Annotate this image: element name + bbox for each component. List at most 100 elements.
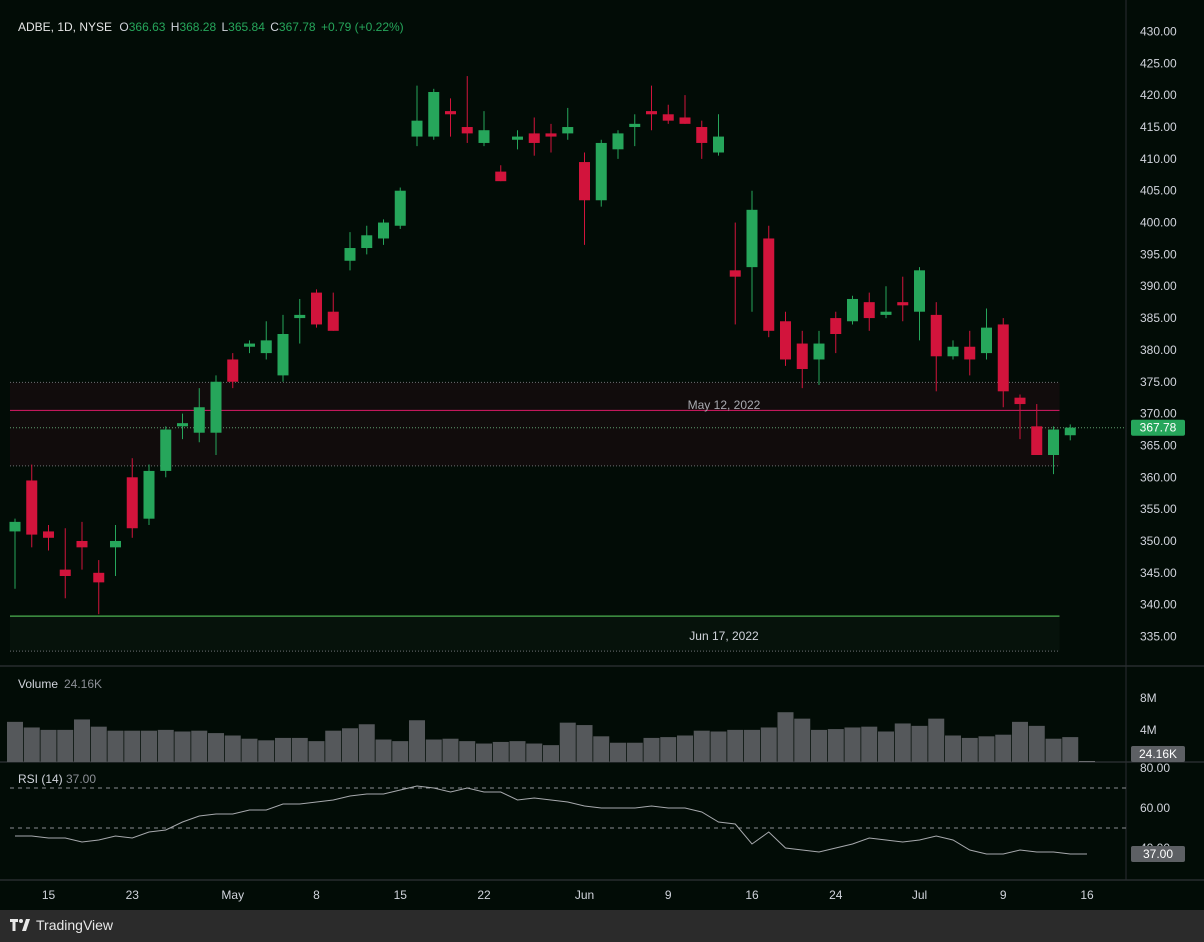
price-tick-label: 420.00 xyxy=(1140,88,1177,102)
volume-bar xyxy=(40,729,57,762)
price-tick-label: 415.00 xyxy=(1140,120,1177,134)
candle-body xyxy=(227,359,239,382)
volume-bar xyxy=(258,740,275,762)
footer-brand[interactable]: TradingView xyxy=(36,917,114,933)
volume-bar xyxy=(459,741,476,762)
open-value: 366.63 xyxy=(128,20,166,34)
volume-bar xyxy=(794,718,811,762)
low-value: 365.84 xyxy=(228,20,265,34)
price-axis[interactable]: 430.00 425.00 420.00 415.00 410.00 405.00 400.… xyxy=(1131,25,1185,644)
time-tick-label: 24 xyxy=(829,888,843,902)
time-tick-label: May xyxy=(221,888,244,902)
candle-body xyxy=(43,531,54,538)
candle-body xyxy=(746,209,758,268)
price-tick-label: 430.00 xyxy=(1140,25,1177,39)
volume-bar xyxy=(811,729,827,762)
price-tick-label: 365.00 xyxy=(1140,438,1177,452)
time-tick-label: 8 xyxy=(313,888,320,902)
candle-body xyxy=(763,238,775,331)
volume-bar xyxy=(157,729,174,762)
candle-body xyxy=(478,130,490,143)
volume-bar xyxy=(643,737,660,762)
time-axis[interactable]: 15 23 May 8 15 22 Jun 9 16 24 Jul 9 16 xyxy=(42,888,1094,902)
time-tick-label: Jul xyxy=(912,888,927,902)
volume-bar xyxy=(945,735,961,762)
volume-bar xyxy=(442,738,459,762)
candle-body xyxy=(880,311,892,315)
candle-body xyxy=(696,127,708,143)
volume-bar xyxy=(978,736,995,762)
volume-bar xyxy=(141,730,157,762)
volume-title: Volume xyxy=(18,677,58,691)
price-chart[interactable]: 430.00 425.00 420.00 415.00 410.00 405.00 400.… xyxy=(0,0,1204,910)
volume-tick-label: 4M xyxy=(1140,723,1157,737)
volume-bar xyxy=(961,737,978,762)
candle-body xyxy=(311,292,322,325)
candle-body xyxy=(327,311,339,331)
candle-body xyxy=(495,171,507,182)
candle-body xyxy=(394,190,406,226)
candle-body xyxy=(914,270,925,312)
candle-body xyxy=(193,407,205,433)
price-tick-label: 345.00 xyxy=(1140,566,1177,580)
volume-bar xyxy=(23,727,40,762)
volume-bar xyxy=(509,741,526,762)
volume-bar xyxy=(191,730,208,762)
price-tick-label: 355.00 xyxy=(1140,502,1177,516)
volume-bar xyxy=(224,735,241,762)
candle-body xyxy=(528,133,540,143)
candle-body xyxy=(830,318,842,334)
candle-body xyxy=(897,302,909,306)
symbol-name[interactable]: ADBE, 1D, NYSE xyxy=(18,20,113,34)
candle-body xyxy=(662,114,674,121)
volume-bar xyxy=(1079,761,1095,762)
zone-layer xyxy=(10,381,1126,652)
volume-tick-label: 8M xyxy=(1140,691,1157,705)
zone-label: May 12, 2022 xyxy=(688,398,761,412)
time-tick-label: 15 xyxy=(42,888,56,902)
candle-body xyxy=(1048,429,1059,455)
candle-body xyxy=(729,270,741,277)
volume-bar xyxy=(693,730,710,762)
volume-bar xyxy=(626,742,643,762)
price-tick-label: 390.00 xyxy=(1140,279,1177,293)
candle-body xyxy=(947,346,959,357)
price-tick-label: 385.00 xyxy=(1140,311,1177,325)
time-tick-label: Jun xyxy=(575,888,594,902)
price-tick-label: 425.00 xyxy=(1140,56,1177,70)
volume-bar xyxy=(1028,725,1045,762)
tradingview-logo-icon[interactable] xyxy=(10,918,30,932)
open-label: O xyxy=(119,20,129,34)
chart-frame: 430.00 425.00 420.00 415.00 410.00 405.00 400.… xyxy=(0,0,1204,910)
candle-body xyxy=(796,343,808,370)
candle-body xyxy=(646,111,657,115)
time-tick-label: 23 xyxy=(126,888,140,902)
volume-bar xyxy=(911,725,928,762)
candle-body xyxy=(997,324,1009,392)
candles-layer[interactable] xyxy=(9,76,1076,615)
candle-body xyxy=(629,123,641,128)
volume-bar xyxy=(241,738,258,762)
last-price-label: 367.78 xyxy=(1140,421,1177,435)
volume-bar xyxy=(107,730,124,762)
candle-body xyxy=(930,314,942,357)
volume-bar xyxy=(425,739,442,762)
volume-bar xyxy=(677,735,693,762)
low-label: L xyxy=(221,20,229,34)
close-label: C xyxy=(270,20,279,34)
price-tick-label: 410.00 xyxy=(1140,152,1177,166)
candle-body xyxy=(244,343,255,347)
price-tick-label: 405.00 xyxy=(1140,184,1177,198)
candle-body xyxy=(76,540,88,548)
volume-bars xyxy=(7,712,1095,762)
volume-bar xyxy=(57,729,74,762)
volume-bar xyxy=(375,739,392,762)
volume-bar xyxy=(559,722,576,762)
volume-bar xyxy=(593,736,610,762)
candle-body xyxy=(93,572,105,583)
price-tick-label: 340.00 xyxy=(1140,598,1177,612)
volume-bar xyxy=(995,734,1012,762)
price-tick-label: 370.00 xyxy=(1140,407,1177,421)
volume-bar xyxy=(1062,737,1079,762)
